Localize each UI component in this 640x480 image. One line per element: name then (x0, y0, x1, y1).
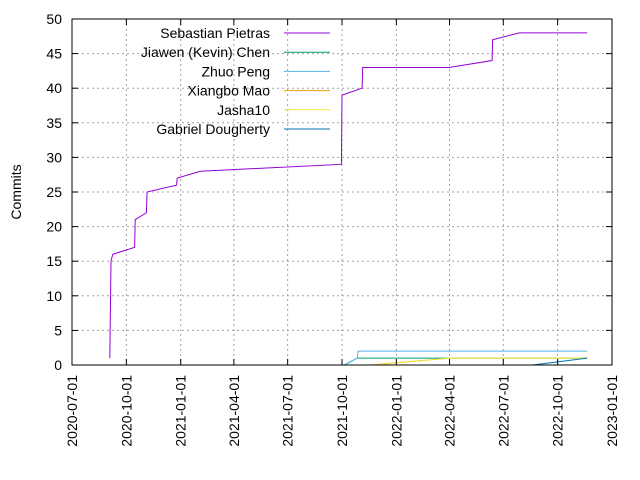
series-lines (109, 32, 588, 366)
y-tick-label: 35 (46, 115, 62, 131)
series-line-4 (371, 357, 588, 366)
x-tick-label: 2022-04-01 (442, 375, 458, 447)
x-tick-label: 2022-01-01 (388, 375, 404, 447)
y-tick-label: 40 (46, 80, 62, 96)
y-tick-label: 20 (46, 219, 62, 235)
axis-ticks: 0 5 10 15 20 25 30 35 40 45 50 2020-07-01 2020-10-01… (46, 11, 620, 447)
y-tick-label: 30 (46, 149, 62, 165)
x-tick-label: 2020-10-01 (118, 375, 134, 447)
y-tick-label: 25 (46, 184, 62, 200)
y-axis-title: Commits (8, 164, 24, 219)
legend-label: Jiawen (Kevin) Chen (141, 44, 270, 60)
x-tick-label: 2021-04-01 (226, 375, 242, 447)
y-tick-label: 15 (46, 253, 62, 269)
series-line-3 (344, 350, 588, 366)
series-line-6 (532, 357, 588, 366)
legend-label: Gabriel Dougherty (156, 121, 270, 137)
y-tick-label: 10 (46, 288, 62, 304)
legend-label: Zhuo Peng (202, 63, 271, 79)
x-tick-label: 2020-07-01 (64, 375, 80, 447)
y-tick-label: 45 (46, 46, 62, 62)
x-tick-label: 2023-01-01 (604, 375, 620, 447)
y-tick-label: 50 (46, 11, 62, 27)
y-tick-label: 5 (54, 322, 62, 338)
legend-label: Jasha10 (217, 102, 270, 118)
series-line-5 (374, 357, 588, 366)
legend-label: Xiangbo Mao (187, 83, 270, 99)
grid-lines (72, 19, 612, 365)
x-tick-label: 2021-01-01 (173, 375, 189, 447)
series-line-1 (109, 32, 588, 359)
x-tick-label: 2022-10-01 (550, 375, 566, 447)
x-tick-label: 2022-07-01 (495, 375, 511, 447)
x-tick-label: 2021-07-01 (280, 375, 296, 447)
y-tick-label: 0 (54, 357, 62, 373)
x-tick-label: 2021-10-01 (334, 375, 350, 447)
legend-label: Sebastian Pietras (160, 25, 270, 41)
legend: Sebastian Pietras Jiawen (Kevin) Chen Zhuo… (141, 25, 330, 137)
